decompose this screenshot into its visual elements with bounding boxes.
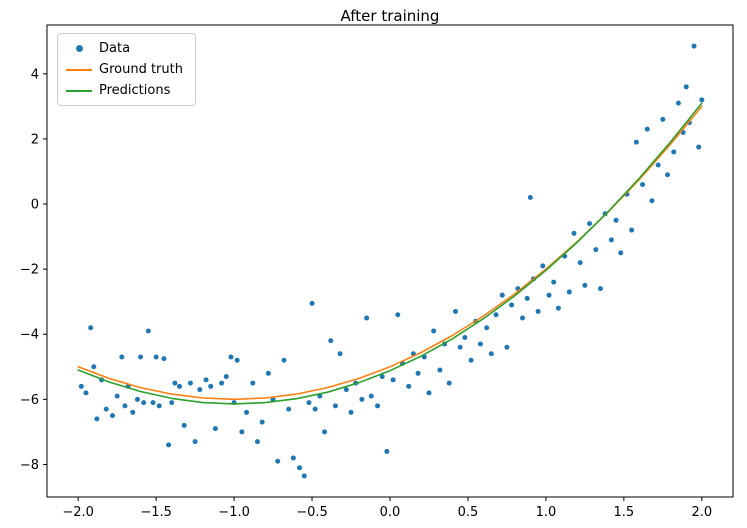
axes-frame xyxy=(46,24,734,498)
x-tick-label: 1.5 xyxy=(614,505,635,520)
y-tick-label: −4 xyxy=(20,328,39,343)
legend: Data Ground truth Predictions xyxy=(57,33,196,106)
x-tick-label: −0.5 xyxy=(296,505,328,520)
predictions-line-icon xyxy=(66,89,92,92)
x-tick-label: −1.5 xyxy=(140,505,172,520)
scatter-series-data xyxy=(78,43,705,479)
x-tick-label: −1.0 xyxy=(218,505,250,520)
chart-title: After training xyxy=(340,7,440,25)
ground-truth-line-icon xyxy=(66,68,92,71)
x-tick-label: −2.0 xyxy=(62,505,94,520)
legend-item-ground-truth: Ground truth xyxy=(66,62,183,77)
y-tick-label: 4 xyxy=(31,67,39,82)
y-tick-label: 2 xyxy=(31,132,39,147)
line-series-predictions xyxy=(77,102,703,405)
legend-item-data: Data xyxy=(66,41,183,56)
legend-label-predictions: Predictions xyxy=(99,83,171,98)
y-tick-label: −8 xyxy=(20,458,39,473)
legend-item-predictions: Predictions xyxy=(66,83,183,98)
line-series-ground-truth xyxy=(77,105,703,401)
data-point-icon xyxy=(66,45,92,52)
legend-label-data: Data xyxy=(99,41,131,56)
x-axis-ticks: −2.0 −1.5 −1.0 −0.5 0.0 0.5 1.0 1.5 2.0 xyxy=(62,497,712,520)
x-tick-label: 1.0 xyxy=(536,505,557,520)
y-axis-ticks: −8 −6 −4 −2 0 2 4 xyxy=(20,67,47,473)
y-tick-label: 0 xyxy=(31,198,39,213)
x-tick-label: 0.5 xyxy=(458,505,479,520)
x-tick-label: 0.0 xyxy=(380,505,401,520)
plot-series xyxy=(77,43,705,479)
y-tick-label: −6 xyxy=(20,393,39,408)
y-tick-label: −2 xyxy=(20,263,39,278)
x-tick-label: 2.0 xyxy=(691,505,712,520)
legend-label-ground-truth: Ground truth xyxy=(99,62,183,77)
